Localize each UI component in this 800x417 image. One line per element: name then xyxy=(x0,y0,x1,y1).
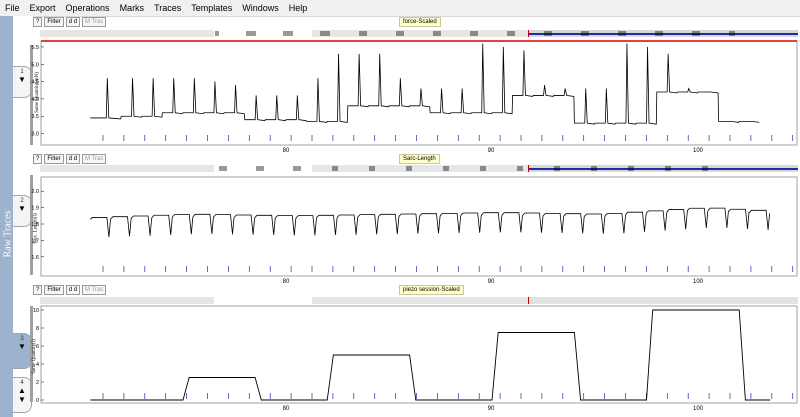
plot-frame-3 xyxy=(40,305,798,404)
y-tick-label: 2.0 xyxy=(31,189,39,195)
y-tick-label: 8 xyxy=(36,326,39,332)
y-tick-label: 6 xyxy=(36,344,39,350)
x-tick-label: 90 xyxy=(488,406,495,412)
x-tick-label: 80 xyxy=(283,148,290,154)
ruler-bar-1 xyxy=(30,45,33,145)
plot-frame-2 xyxy=(40,176,798,277)
y-tick-label: 1.6 xyxy=(31,255,39,261)
menu-traces[interactable]: Traces xyxy=(154,3,182,13)
tab-number: 4 xyxy=(20,380,24,386)
mtrace-button[interactable]: M Trac xyxy=(82,153,107,164)
y-tick-label: 4.0 xyxy=(31,97,39,103)
menu-templates[interactable]: Templates xyxy=(191,3,233,13)
chevron-down-icon: ▼ xyxy=(18,204,26,213)
mtrace-button[interactable]: M Trac xyxy=(82,284,107,295)
help-button[interactable]: ? xyxy=(33,153,43,164)
overview-scrollbar-3[interactable] xyxy=(40,297,798,304)
y-tick-label: 4 xyxy=(36,362,39,368)
trace-title: force-Scaled xyxy=(399,16,441,27)
piezo-trace-line xyxy=(90,309,771,401)
x-tick-label: 100 xyxy=(693,406,704,412)
y-tick-label: 4.5 xyxy=(31,80,39,86)
y-tick-label: 0 xyxy=(36,398,39,404)
y-tick-label: 1.7 xyxy=(31,238,39,244)
y-tick-label: 5.5 xyxy=(31,45,39,51)
dd-button[interactable]: d d xyxy=(65,153,81,164)
y-tick-label: 3.0 xyxy=(31,132,39,138)
sarc-length-trace-line xyxy=(90,207,770,238)
menu-file[interactable]: File xyxy=(5,3,20,13)
x-tick-label: 90 xyxy=(488,148,495,154)
panel-toolbar-2: ? Filter d d M Trac Sarc-Length xyxy=(33,153,798,164)
chevron-down-icon: ▼ xyxy=(18,395,26,404)
panel-toolbar-1: ? Filter d d M Trac force-Scaled xyxy=(33,16,798,27)
menu-marks[interactable]: Marks xyxy=(119,3,145,13)
menu-operations[interactable]: Operations xyxy=(65,3,110,13)
x-tick-label: 80 xyxy=(283,279,290,285)
filter-button[interactable]: Filter xyxy=(44,16,64,27)
x-tick-label: 90 xyxy=(488,279,495,285)
trace-title: piezo session-Scaled xyxy=(399,284,464,295)
y-tick-label: 1.8 xyxy=(31,222,39,228)
menu-export[interactable]: Export xyxy=(29,3,56,13)
filter-button[interactable]: Filter xyxy=(44,153,64,164)
tab-number: 1 xyxy=(20,69,24,75)
y-tick-label: 2 xyxy=(36,380,39,386)
x-tick-label: 80 xyxy=(283,406,290,412)
help-button[interactable]: ? xyxy=(33,284,43,295)
dd-button[interactable]: d d xyxy=(65,284,81,295)
tab-number: 2 xyxy=(20,198,24,204)
ruler-bar-3 xyxy=(30,306,33,402)
panel-toolbar-3: ? Filter d d M Trac piezo session-Scaled xyxy=(33,284,798,295)
chevron-down-icon: ▼ xyxy=(18,342,26,351)
help-button[interactable]: ? xyxy=(33,16,43,27)
menu-help[interactable]: Help xyxy=(288,3,308,13)
filter-button[interactable]: Filter xyxy=(44,284,64,295)
menu-windows[interactable]: Windows xyxy=(242,3,279,13)
tab-number: 3 xyxy=(20,336,24,342)
mtrace-button[interactable]: M Trac xyxy=(82,16,107,27)
chevron-up-icon: ▲ xyxy=(18,386,26,395)
y-tick-label: 1.9 xyxy=(31,206,39,212)
x-tick-label: 100 xyxy=(693,148,704,154)
chevron-down-icon: ▼ xyxy=(18,75,26,84)
y-tick-label: 10 xyxy=(33,308,39,314)
y-tick-label: 5.0 xyxy=(31,62,39,68)
x-tick-label: 100 xyxy=(693,279,704,285)
trace-title: Sarc-Length xyxy=(399,153,440,164)
plot-frame-1 xyxy=(40,40,798,146)
y-tick-label: 3.5 xyxy=(31,114,39,120)
ruler-bar-2 xyxy=(30,175,33,275)
trace-tab-3[interactable]: 3 ▼ xyxy=(13,333,32,369)
force-trace-line xyxy=(90,43,760,125)
dd-button[interactable]: d d xyxy=(65,16,81,27)
